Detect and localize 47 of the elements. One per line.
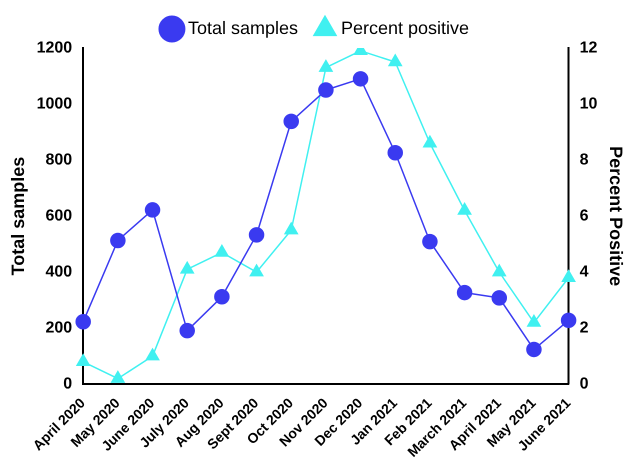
point	[179, 322, 195, 338]
legend-label: Percent positive	[340, 18, 470, 38]
y-tick-label: 200	[45, 320, 72, 337]
point	[214, 289, 230, 305]
point	[110, 232, 126, 248]
point	[562, 270, 576, 282]
y-tick-label: 600	[45, 208, 72, 224]
point	[318, 82, 334, 98]
point	[527, 314, 541, 327]
y-tick-label: 1200	[36, 39, 72, 56]
y-tick-label: 400	[45, 264, 72, 281]
point	[422, 234, 438, 250]
point	[144, 202, 160, 218]
point	[250, 264, 264, 276]
point	[215, 244, 229, 257]
y2-tick-label: 4	[580, 264, 589, 281]
point	[111, 370, 125, 383]
point	[180, 262, 194, 274]
y2-axis-title: Percent Positive	[606, 146, 626, 286]
point	[283, 114, 299, 130]
y-axis-title: Total samples	[8, 156, 28, 276]
y2-tick-label: 6	[580, 208, 589, 224]
point	[284, 222, 298, 234]
point	[387, 145, 403, 161]
legend-label: Total samples	[188, 18, 298, 38]
point	[423, 136, 437, 148]
point	[352, 71, 368, 87]
point	[388, 54, 402, 66]
y2-tick-label: 2	[580, 320, 589, 337]
y2-tick-label: 0	[580, 376, 589, 393]
point	[456, 284, 472, 300]
y2-tick-label: 10	[580, 95, 598, 112]
point	[492, 290, 508, 306]
y-tick-label: 800	[45, 151, 72, 168]
point	[560, 312, 576, 328]
point	[526, 342, 542, 358]
point	[319, 60, 333, 72]
y2-tick-label: 12	[580, 39, 598, 56]
point	[76, 354, 90, 366]
point	[146, 348, 160, 360]
point	[492, 264, 506, 276]
point	[248, 227, 264, 243]
y-tick-label: 0	[63, 376, 72, 393]
point	[75, 314, 91, 330]
y2-tick-label: 8	[580, 151, 589, 168]
y-tick-label: 1000	[36, 95, 72, 112]
point	[458, 202, 472, 215]
